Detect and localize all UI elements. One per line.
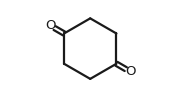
Text: O: O <box>45 19 55 32</box>
Text: O: O <box>125 65 136 78</box>
